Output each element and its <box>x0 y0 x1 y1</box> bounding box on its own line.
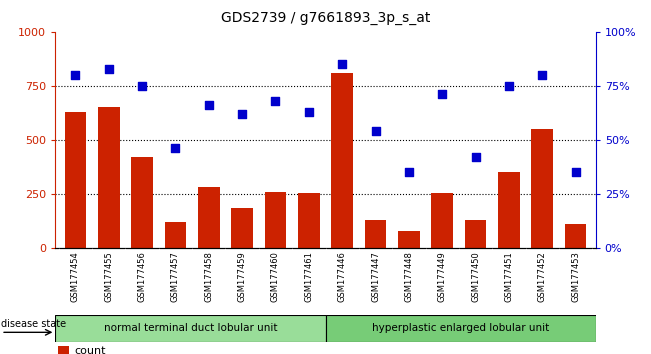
Text: GSM177459: GSM177459 <box>238 251 247 302</box>
Point <box>437 92 447 97</box>
Bar <box>565 224 587 248</box>
Text: GSM177450: GSM177450 <box>471 251 480 302</box>
Bar <box>55 315 325 342</box>
Point <box>370 129 381 134</box>
Text: GSM177455: GSM177455 <box>104 251 113 302</box>
Text: disease state: disease state <box>1 319 66 329</box>
Text: normal terminal duct lobular unit: normal terminal duct lobular unit <box>104 323 277 333</box>
Text: GSM177451: GSM177451 <box>505 251 514 302</box>
Text: GSM177447: GSM177447 <box>371 251 380 302</box>
Bar <box>326 315 596 342</box>
Point <box>570 169 581 175</box>
Text: GSM177446: GSM177446 <box>338 251 347 302</box>
Bar <box>365 220 387 248</box>
Point <box>237 111 247 117</box>
Point <box>303 109 314 115</box>
Bar <box>58 346 69 354</box>
Bar <box>432 193 453 248</box>
Point <box>270 98 281 104</box>
Bar <box>465 220 486 248</box>
Bar <box>264 192 286 248</box>
Text: GSM177456: GSM177456 <box>137 251 146 302</box>
Bar <box>331 73 353 248</box>
Point <box>104 66 114 72</box>
Point <box>137 83 147 88</box>
Point <box>337 61 348 67</box>
Bar <box>132 157 153 248</box>
Bar <box>98 107 120 248</box>
Bar <box>64 112 86 248</box>
Text: GSM177452: GSM177452 <box>538 251 547 302</box>
Bar <box>165 222 186 248</box>
Bar <box>498 172 519 248</box>
Point <box>537 72 547 78</box>
Point <box>170 145 180 151</box>
Text: GSM177448: GSM177448 <box>404 251 413 302</box>
Point <box>471 154 481 160</box>
Bar <box>298 193 320 248</box>
Text: hyperplastic enlarged lobular unit: hyperplastic enlarged lobular unit <box>372 323 549 333</box>
Point <box>70 72 81 78</box>
Text: GSM177457: GSM177457 <box>171 251 180 302</box>
Point <box>404 169 414 175</box>
Text: GDS2739 / g7661893_3p_s_at: GDS2739 / g7661893_3p_s_at <box>221 11 430 25</box>
Text: count: count <box>74 346 105 354</box>
Bar <box>231 208 253 248</box>
Text: GSM177460: GSM177460 <box>271 251 280 302</box>
Bar <box>198 187 219 248</box>
Point <box>504 83 514 88</box>
Text: GSM177458: GSM177458 <box>204 251 214 302</box>
Text: GSM177461: GSM177461 <box>304 251 313 302</box>
Text: GSM177449: GSM177449 <box>437 251 447 302</box>
Bar <box>398 230 420 248</box>
Bar <box>531 129 553 248</box>
Point <box>204 102 214 108</box>
Text: GSM177454: GSM177454 <box>71 251 80 302</box>
Text: GSM177453: GSM177453 <box>571 251 580 302</box>
